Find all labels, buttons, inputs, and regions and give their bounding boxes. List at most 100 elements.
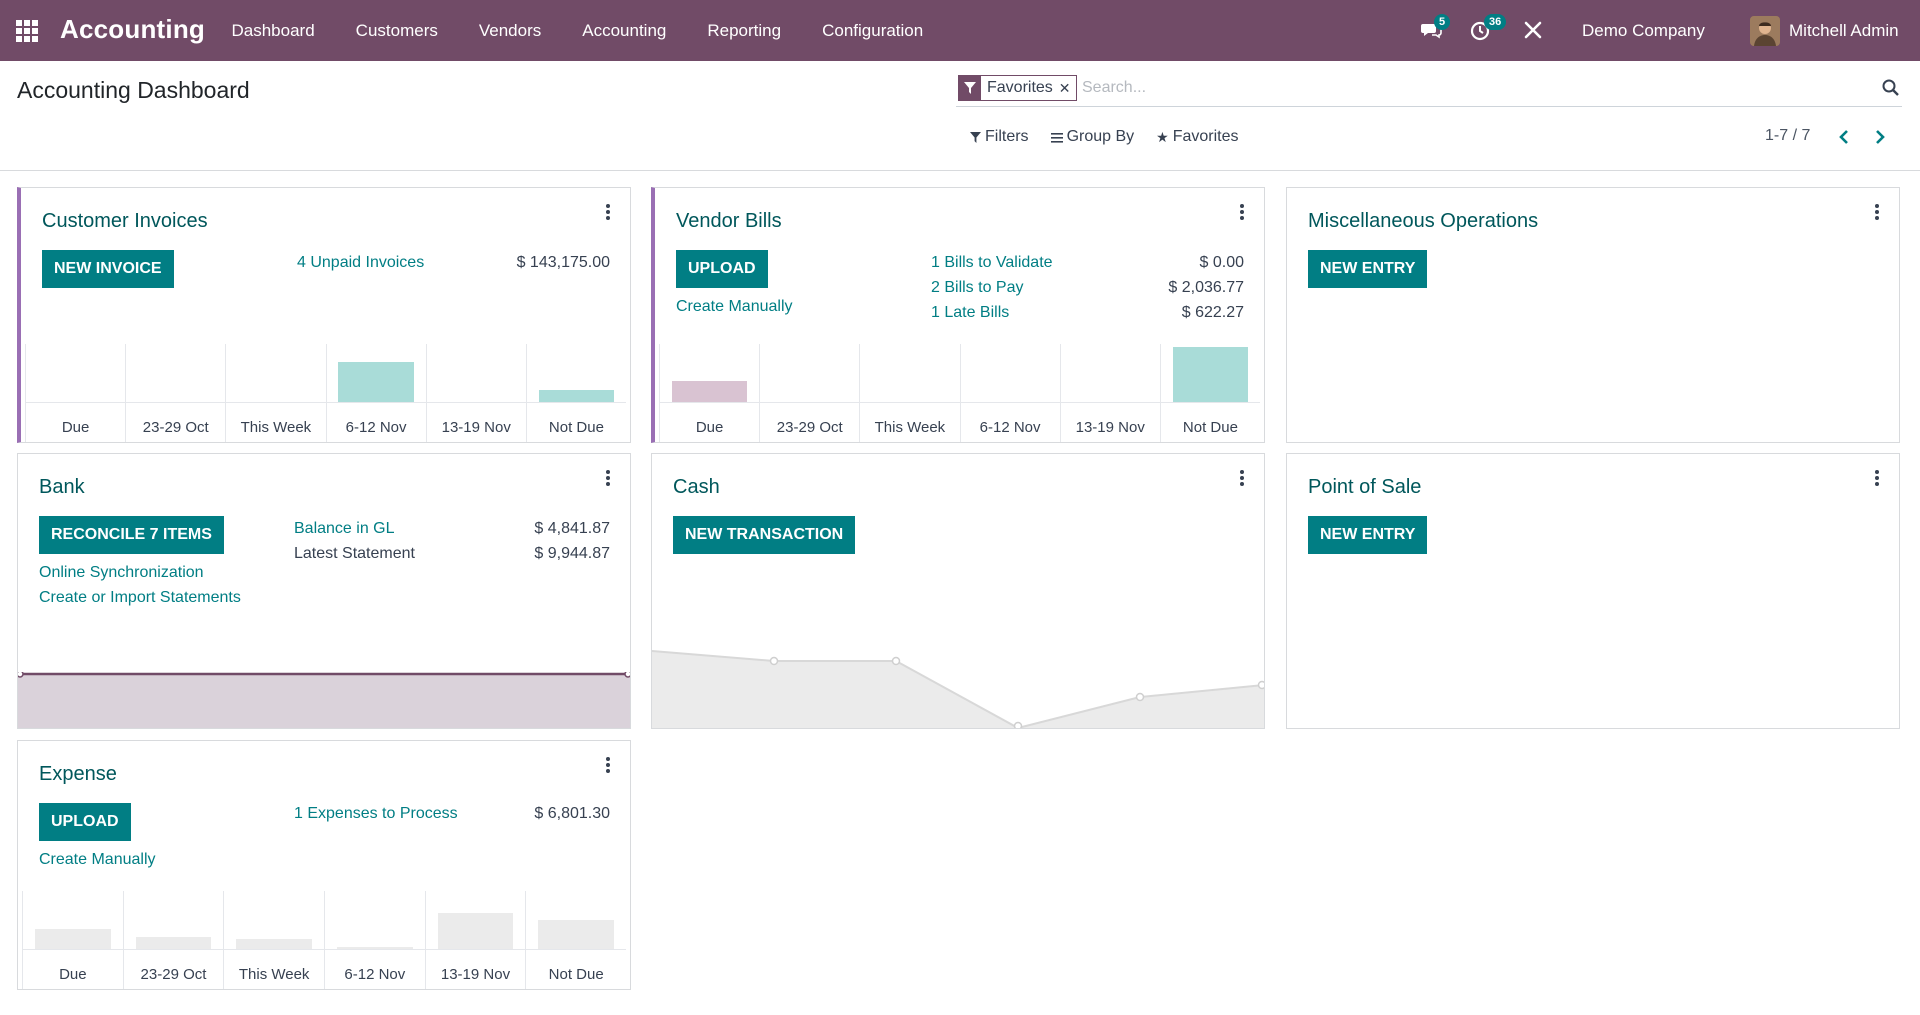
chart-tick-label: Due bbox=[695, 419, 724, 436]
kebab-menu-icon[interactable] bbox=[1240, 470, 1244, 486]
chart-column[interactable]: Due bbox=[25, 344, 125, 442]
search-icon[interactable] bbox=[1882, 79, 1900, 97]
new-entry-button[interactable]: New Entry bbox=[1308, 516, 1428, 554]
card-title[interactable]: Bank bbox=[39, 476, 85, 498]
bills-to-pay-amount: $ 2,036.77 bbox=[1168, 279, 1244, 296]
favorites-toggle[interactable]: ★ Favorites bbox=[1156, 128, 1238, 146]
chart-tick-label: 6-12 Nov bbox=[345, 419, 407, 436]
bills-to-validate-link[interactable]: 1 Bills to Validate bbox=[931, 254, 1053, 271]
search-input[interactable]: Search... bbox=[1082, 79, 1147, 96]
pager-next-icon[interactable] bbox=[1872, 128, 1888, 146]
card-title[interactable]: Expense bbox=[39, 763, 117, 785]
chart-column[interactable]: 6-12 Nov bbox=[325, 344, 426, 442]
group-by-label: Group By bbox=[1066, 128, 1135, 145]
apps-menu-icon[interactable] bbox=[16, 20, 38, 42]
facet-label: Favorites bbox=[987, 79, 1053, 96]
bank-balance-graph bbox=[18, 672, 630, 728]
kebab-menu-icon[interactable] bbox=[1875, 204, 1879, 220]
group-by-toggle[interactable]: Group By bbox=[1050, 128, 1135, 146]
late-bills-link[interactable]: 1 Late Bills bbox=[931, 304, 1010, 321]
menu-vendors[interactable]: Vendors bbox=[478, 21, 542, 40]
menu-reporting[interactable]: Reporting bbox=[707, 21, 782, 40]
chart-bar[interactable] bbox=[336, 947, 413, 949]
create-manually-link[interactable]: Create Manually bbox=[39, 851, 156, 868]
unpaid-invoices-link[interactable]: 4 Unpaid Invoices bbox=[297, 254, 425, 271]
chart-column[interactable]: 6-12 Nov bbox=[324, 891, 425, 989]
chart-column[interactable]: Due bbox=[659, 344, 759, 442]
chart-bar[interactable] bbox=[671, 380, 748, 402]
chart-column[interactable]: This Week bbox=[223, 891, 324, 989]
balance-gl-link[interactable]: Balance in GL bbox=[294, 520, 395, 537]
menu-customers[interactable]: Customers bbox=[355, 21, 438, 40]
chart-column[interactable]: This Week bbox=[225, 344, 325, 442]
cash-line-graph bbox=[652, 650, 1264, 728]
bills-to-pay-link[interactable]: 2 Bills to Pay bbox=[931, 279, 1024, 296]
kebab-menu-icon[interactable] bbox=[1875, 470, 1879, 486]
user-menu[interactable]: Mitchell Admin bbox=[1789, 21, 1899, 40]
chart-bar[interactable] bbox=[437, 912, 514, 949]
kebab-menu-icon[interactable] bbox=[606, 757, 610, 773]
card-title[interactable]: Vendor Bills bbox=[676, 210, 782, 232]
chart-column[interactable]: 13-19 Nov bbox=[424, 891, 526, 989]
activity-clock-icon[interactable]: 36 bbox=[1470, 14, 1507, 41]
upload-expense-button[interactable]: Upload bbox=[39, 803, 131, 841]
chart-bar[interactable] bbox=[236, 938, 313, 949]
chart-column[interactable]: 13-19 Nov bbox=[425, 344, 526, 442]
debug-tools-icon[interactable] bbox=[1522, 19, 1544, 41]
chart-bar[interactable] bbox=[1172, 347, 1249, 402]
star-icon: ★ bbox=[1156, 128, 1169, 145]
chart-tick-label: 13-19 Nov bbox=[1075, 419, 1145, 436]
card-title[interactable]: Customer Invoices bbox=[42, 210, 208, 232]
new-entry-button[interactable]: New Entry bbox=[1308, 250, 1428, 288]
chart-bar[interactable] bbox=[538, 389, 615, 402]
card-title[interactable]: Cash bbox=[673, 476, 720, 498]
user-avatar[interactable] bbox=[1750, 16, 1780, 46]
menu-configuration[interactable]: Configuration bbox=[822, 21, 924, 40]
expenses-to-process-link[interactable]: 1 Expenses to Process bbox=[294, 805, 458, 822]
create-manually-link[interactable]: Create Manually bbox=[676, 298, 793, 315]
online-sync-link[interactable]: Online Synchronization bbox=[39, 564, 204, 581]
menu-dashboard[interactable]: Dashboard bbox=[231, 21, 315, 40]
messaging-icon[interactable]: 5 bbox=[1420, 14, 1451, 41]
card-title[interactable]: Point of Sale bbox=[1308, 476, 1422, 498]
journal-card-customer-invoices: Customer Invoices New Invoice 4 Unpaid I… bbox=[17, 187, 631, 443]
app-brand[interactable]: Accounting bbox=[60, 14, 205, 44]
chart-column[interactable]: 23-29 Oct bbox=[122, 891, 224, 989]
upload-bill-button[interactable]: Upload bbox=[676, 250, 768, 288]
kebab-menu-icon[interactable] bbox=[606, 204, 610, 220]
new-invoice-button[interactable]: New Invoice bbox=[42, 250, 174, 288]
pager-previous-icon[interactable] bbox=[1836, 128, 1852, 146]
reconcile-items-button[interactable]: Reconcile 7 Items bbox=[39, 516, 224, 554]
chart-column[interactable]: 23-29 Oct bbox=[125, 344, 225, 442]
kebab-menu-icon[interactable] bbox=[606, 470, 610, 486]
chart-column[interactable]: 13-19 Nov bbox=[1059, 344, 1160, 442]
balance-gl-amount: $ 4,841.87 bbox=[534, 520, 610, 537]
chart-tick-label: 23-29 Oct bbox=[776, 419, 843, 436]
kebab-menu-icon[interactable] bbox=[1240, 204, 1244, 220]
chart-column[interactable]: Not Due bbox=[1159, 344, 1260, 442]
company-switcher[interactable]: Demo Company bbox=[1582, 21, 1705, 40]
chart-column[interactable]: 6-12 Nov bbox=[959, 344, 1060, 442]
filter-icon bbox=[970, 131, 981, 143]
chart-tick-label: This Week bbox=[874, 419, 946, 436]
facet-remove-icon[interactable]: ✕ bbox=[1058, 80, 1071, 96]
chart-bar[interactable] bbox=[135, 936, 212, 949]
chart-column[interactable]: This Week bbox=[859, 344, 959, 442]
pager-value[interactable]: 1-7 / 7 bbox=[1765, 127, 1811, 144]
chart-column[interactable]: 23-29 Oct bbox=[759, 344, 859, 442]
import-statements-link[interactable]: Create or Import Statements bbox=[39, 589, 241, 606]
page-title: Accounting Dashboard bbox=[17, 77, 250, 103]
search-bar[interactable]: Favorites ✕ Search... bbox=[956, 73, 1902, 107]
chart-bar[interactable] bbox=[538, 919, 615, 949]
chart-bar[interactable] bbox=[338, 361, 414, 402]
chart-column[interactable]: Not Due bbox=[525, 891, 626, 989]
journal-card-bank: Bank Reconcile 7 Items Online Synchroniz… bbox=[17, 453, 631, 729]
menu-accounting[interactable]: Accounting bbox=[582, 21, 667, 40]
search-facet[interactable]: Favorites ✕ bbox=[958, 75, 1077, 101]
chart-column[interactable]: Not Due bbox=[525, 344, 626, 442]
chart-column[interactable]: Due bbox=[22, 891, 123, 989]
chart-bar[interactable] bbox=[34, 928, 111, 949]
card-title[interactable]: Miscellaneous Operations bbox=[1308, 210, 1539, 232]
filters-toggle[interactable]: Filters bbox=[970, 128, 1029, 146]
new-transaction-button[interactable]: New Transaction bbox=[673, 516, 856, 554]
